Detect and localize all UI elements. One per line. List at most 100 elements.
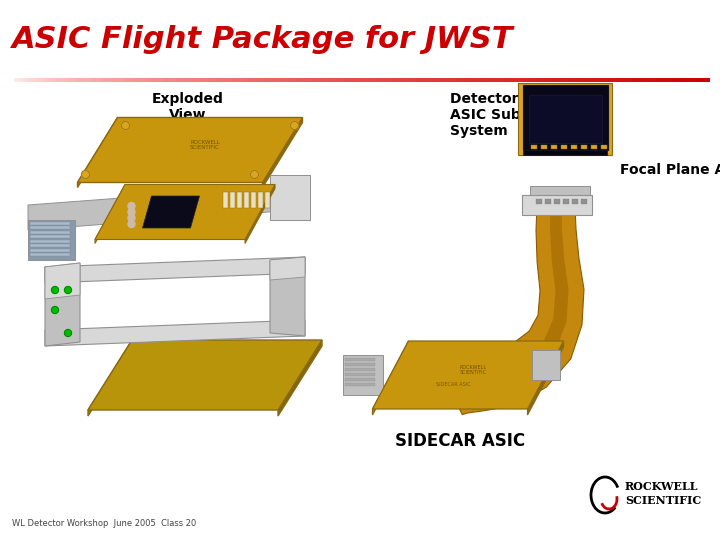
Bar	[374, 78, 377, 82]
Bar	[601, 145, 607, 149]
Bar	[279, 78, 283, 82]
Bar	[322, 78, 325, 82]
Bar	[551, 145, 557, 149]
Bar	[356, 78, 360, 82]
Bar	[437, 78, 441, 82]
Bar	[518, 78, 521, 82]
Polygon shape	[78, 118, 302, 183]
Bar	[45, 78, 48, 82]
Bar	[230, 192, 235, 208]
Text: ROCKWELL: ROCKWELL	[625, 482, 698, 492]
Bar	[657, 78, 661, 82]
Circle shape	[128, 208, 135, 215]
Bar	[371, 78, 374, 82]
Bar	[546, 78, 549, 82]
Bar	[693, 78, 696, 82]
Bar	[192, 78, 196, 82]
Bar	[650, 78, 654, 82]
Bar	[689, 78, 693, 82]
Circle shape	[128, 202, 135, 210]
Bar	[251, 78, 255, 82]
Bar	[315, 78, 318, 82]
Bar	[507, 78, 510, 82]
Bar	[581, 145, 587, 149]
Bar	[608, 78, 612, 82]
Bar	[619, 78, 623, 82]
Bar	[561, 145, 567, 149]
Polygon shape	[28, 185, 295, 230]
Bar	[345, 368, 375, 371]
Bar	[364, 78, 367, 82]
Bar	[420, 78, 423, 82]
Bar	[570, 78, 574, 82]
Bar	[563, 199, 569, 204]
Polygon shape	[45, 320, 305, 346]
Bar	[31, 78, 35, 82]
Text: SIDECAR ASIC: SIDECAR ASIC	[436, 382, 470, 388]
Bar	[469, 78, 472, 82]
Bar	[339, 78, 343, 82]
Bar	[265, 192, 270, 208]
Bar	[48, 78, 52, 82]
Bar	[35, 78, 38, 82]
Circle shape	[122, 122, 130, 130]
Bar	[433, 78, 437, 82]
Bar	[567, 78, 570, 82]
Bar	[258, 78, 262, 82]
Bar	[531, 145, 537, 149]
Bar	[251, 192, 256, 208]
Bar	[472, 78, 475, 82]
Bar	[409, 78, 413, 82]
Bar	[210, 78, 213, 82]
Bar	[234, 78, 238, 82]
Bar	[678, 78, 682, 82]
Bar	[423, 78, 426, 82]
Bar	[465, 78, 469, 82]
Circle shape	[65, 329, 71, 336]
Bar	[223, 78, 227, 82]
Bar	[30, 235, 70, 238]
Polygon shape	[270, 257, 305, 336]
Polygon shape	[78, 118, 117, 187]
Bar	[101, 78, 104, 82]
Bar	[629, 78, 633, 82]
Bar	[703, 78, 706, 82]
Bar	[605, 78, 608, 82]
Bar	[448, 78, 451, 82]
Text: ROCKWELL
SCIENTIFIC: ROCKWELL SCIENTIFIC	[190, 140, 220, 151]
Bar	[554, 199, 560, 204]
Bar	[644, 78, 647, 82]
Polygon shape	[245, 185, 275, 244]
Bar	[556, 78, 559, 82]
Bar	[601, 78, 605, 82]
Bar	[486, 78, 490, 82]
Bar	[581, 199, 587, 204]
Bar	[108, 78, 112, 82]
Bar	[63, 78, 66, 82]
Bar	[336, 78, 339, 82]
Bar	[640, 78, 644, 82]
Bar	[143, 78, 146, 82]
Bar	[238, 78, 241, 82]
Bar	[531, 78, 535, 82]
Bar	[255, 78, 258, 82]
Bar	[571, 145, 577, 149]
Bar	[426, 78, 430, 82]
Bar	[136, 78, 140, 82]
Bar	[94, 78, 97, 82]
Bar	[563, 78, 567, 82]
Bar	[30, 231, 70, 233]
Bar	[612, 78, 616, 82]
Bar	[30, 244, 70, 247]
Circle shape	[128, 220, 135, 227]
Bar	[700, 78, 703, 82]
Bar	[572, 199, 578, 204]
Text: SIDECAR ASIC: SIDECAR ASIC	[395, 432, 525, 450]
Bar	[598, 78, 601, 82]
Text: WL Detector Workshop  June 2005  Class 20: WL Detector Workshop June 2005 Class 20	[12, 519, 197, 528]
Bar	[206, 78, 210, 82]
Bar	[307, 78, 311, 82]
Bar	[10, 78, 14, 82]
Polygon shape	[372, 341, 408, 415]
Bar	[377, 78, 381, 82]
